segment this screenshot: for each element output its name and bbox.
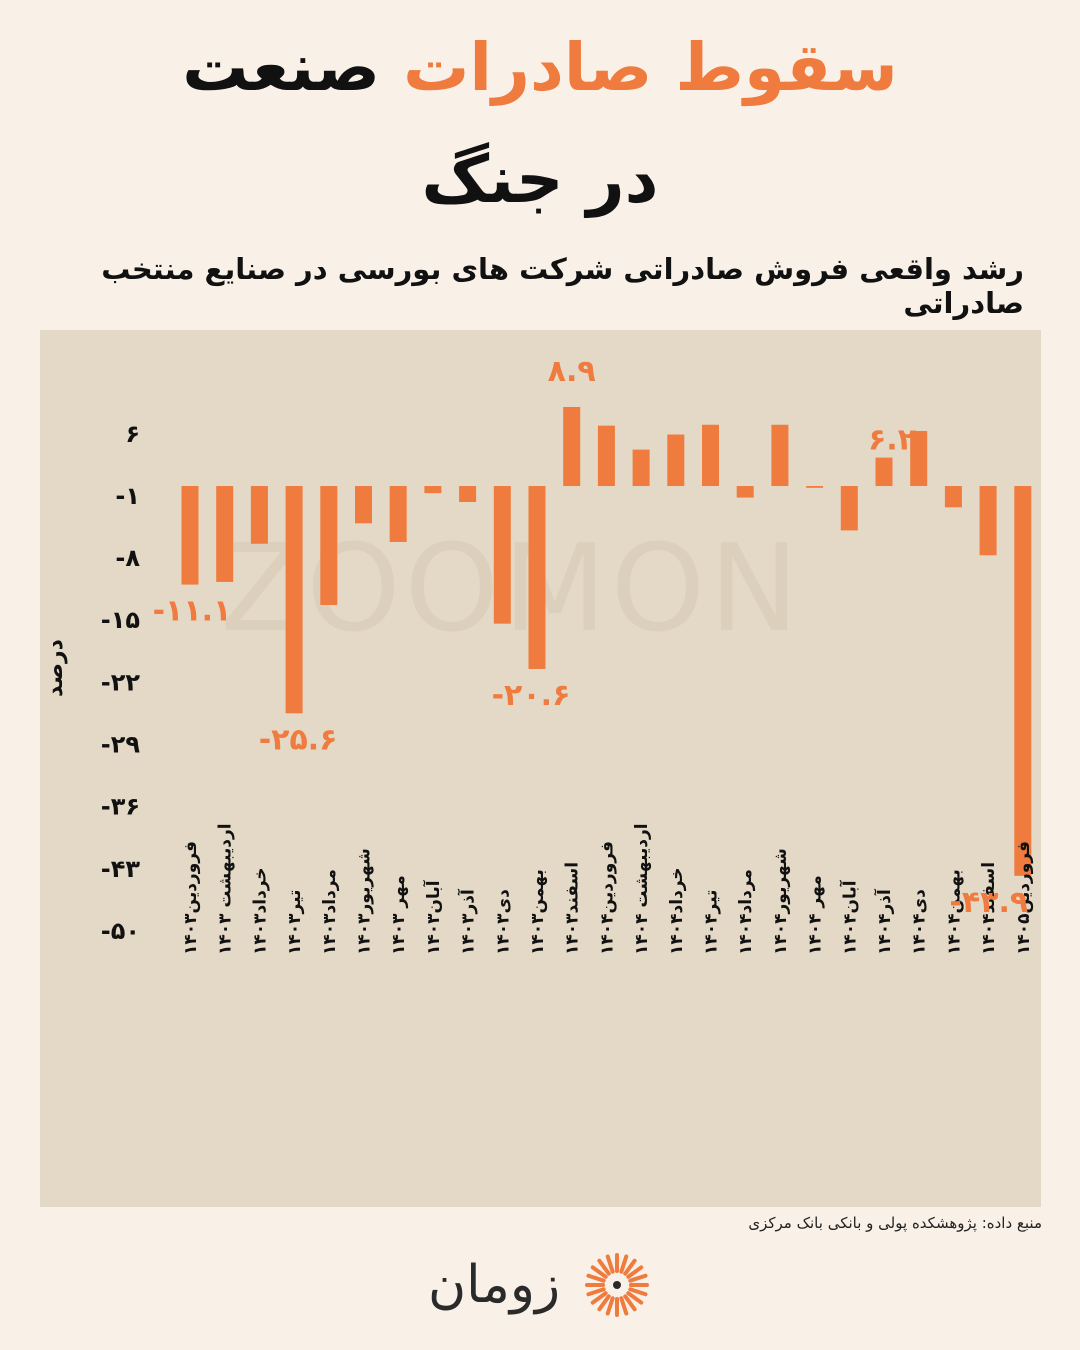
title-accent: سقوط صادرات xyxy=(403,29,898,106)
bar xyxy=(667,434,685,487)
data-label: -۴۳.۹ xyxy=(949,885,1028,920)
title-rest: صنعت xyxy=(182,29,381,106)
x-tick-label: آبان۱۴۰۴ xyxy=(838,879,860,955)
logo-ray xyxy=(597,1294,611,1312)
x-tick-label: مهر ۱۴۰۳ xyxy=(389,875,409,955)
x-tick-label: مرداد۱۴۰۳ xyxy=(320,869,340,955)
data-label: -۲۰.۶ xyxy=(492,678,571,713)
bar xyxy=(250,486,268,544)
bar xyxy=(875,457,893,487)
data-label: -۲۵.۶ xyxy=(259,722,338,757)
plot-area xyxy=(40,330,1041,1207)
y-tick-label: -۳۶ xyxy=(101,793,140,821)
x-tick-label: آبان۱۴۰۳ xyxy=(422,879,444,955)
y-tick-label: -۸ xyxy=(115,544,140,572)
data-label: ۶.۲ xyxy=(868,423,916,458)
y-tick-label: ۶ xyxy=(125,420,140,448)
x-tick-label: اسفند۱۴۰۳ xyxy=(563,862,583,955)
x-tick-label: بهمن۱۴۰۴ xyxy=(944,869,964,955)
x-tick-label: اردیبهشت ۱۴۰۳ xyxy=(216,823,236,955)
logo-ray xyxy=(605,1296,615,1316)
sunburst-logo-icon xyxy=(585,1253,650,1317)
x-tick-label: خرداد۱۴۰۳ xyxy=(250,867,270,955)
x-tick-label: بهمن۱۴۰۳ xyxy=(528,869,548,955)
logo-ray xyxy=(586,1287,606,1297)
logo-ray xyxy=(619,1296,629,1316)
x-tick-label: اسفند۱۴۰۴ xyxy=(979,862,999,955)
chart-subtitle: رشد واقعی فروش صادراتی شرکت های بورسی در… xyxy=(101,252,1024,320)
x-tick-label: فروردین۱۴۰۴ xyxy=(597,841,617,955)
bar xyxy=(736,486,754,498)
bar xyxy=(181,486,199,585)
chart-title: سقوط صادرات صنعت در جنگ xyxy=(0,12,1080,236)
bar xyxy=(563,407,581,487)
bar xyxy=(597,425,615,487)
y-tick-label: -۴۳ xyxy=(101,855,141,883)
x-tick-label: شهریور۱۴۰۴ xyxy=(771,848,791,955)
bar xyxy=(979,486,997,556)
y-tick-label: -۱۵ xyxy=(101,606,140,634)
bar xyxy=(528,486,546,669)
logo-center xyxy=(613,1281,622,1289)
logo-ray xyxy=(590,1291,608,1305)
bar-chart: درصد ۶ -۱ -۸ -۱۵ -۲۲ -۲۹ -۳۶ -۴۳ -۵۰ فروردین۱۴۰۳ ار… xyxy=(43,354,1034,955)
y-axis-title: درصد xyxy=(43,639,68,697)
logo-ray xyxy=(628,1273,648,1283)
bar xyxy=(459,486,477,503)
bar xyxy=(389,486,407,542)
y-tick-label: -۵۰ xyxy=(101,917,140,945)
logo-ray xyxy=(626,1265,644,1279)
source-note: منبع داده: پژوهشکده پولی و بانکی بانک مر… xyxy=(748,1214,1042,1232)
x-tick-label: آذر۱۴۰۴ xyxy=(873,888,895,955)
x-tick-label: تیر۱۴۰۳ xyxy=(285,890,305,955)
bar xyxy=(493,486,511,624)
x-tick-label: خرداد۱۴۰۴ xyxy=(667,867,687,955)
y-tick-label: -۲۲ xyxy=(101,668,141,696)
bar xyxy=(285,486,303,714)
bar xyxy=(771,424,789,487)
logo-ray xyxy=(605,1254,615,1274)
y-tick-label: -۱ xyxy=(115,482,140,510)
title-line-2: در جنگ xyxy=(421,141,659,218)
x-tick-label: مرداد۱۴۰۴ xyxy=(736,869,756,955)
title-line-1: سقوط صادرات صنعت xyxy=(0,12,1080,124)
bar xyxy=(840,486,858,531)
x-tick-label: تیر۱۴۰۴ xyxy=(702,890,722,955)
data-label: -۱۱.۱ xyxy=(153,594,232,629)
data-label: ۸.۹ xyxy=(548,354,596,389)
logo-ray xyxy=(623,1294,637,1312)
bar xyxy=(355,486,372,524)
bar xyxy=(632,449,650,487)
bar xyxy=(910,430,928,487)
bar xyxy=(944,486,962,508)
logo-ray xyxy=(597,1258,611,1276)
bar xyxy=(702,424,719,487)
brand-name: زومان xyxy=(427,1255,561,1315)
x-tick-label: شهریور۱۴۰۳ xyxy=(355,848,375,955)
y-tick-label: -۲۹ xyxy=(101,731,141,759)
logo-ray xyxy=(619,1254,629,1274)
x-tick-label: فروردین۱۴۰۳ xyxy=(181,841,201,955)
bar xyxy=(424,486,442,494)
bar xyxy=(1014,486,1032,876)
logo-ray xyxy=(586,1273,606,1283)
bar xyxy=(320,486,338,606)
bar xyxy=(806,486,824,488)
x-tick-label: فروردین۱۴۰۵ xyxy=(1014,841,1034,955)
x-tick-label: مهر ۱۴۰۴ xyxy=(806,875,826,955)
bar xyxy=(216,486,234,582)
x-tick-label: اردیبهشت ۱۴۰۴ xyxy=(632,823,652,955)
brand-footer: زومان xyxy=(0,1240,1080,1330)
logo-ray xyxy=(628,1287,648,1297)
logo-ray xyxy=(623,1258,637,1276)
logo-ray xyxy=(590,1265,608,1279)
x-tick-label: دی۱۴۰۳ xyxy=(493,889,513,955)
x-tick-label: دی۱۴۰۴ xyxy=(910,889,930,955)
x-tick-label: آذر۱۴۰۳ xyxy=(457,888,479,955)
logo-ray xyxy=(626,1291,644,1305)
